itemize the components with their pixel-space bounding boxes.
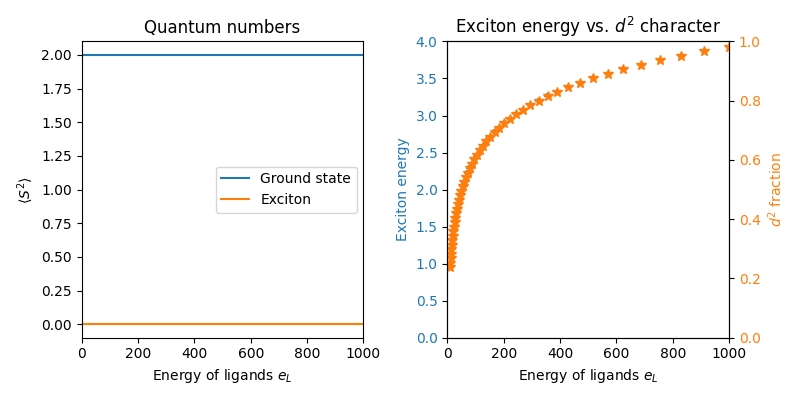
Y-axis label: Exciton energy: Exciton energy (396, 138, 410, 242)
Title: Quantum numbers: Quantum numbers (145, 19, 301, 37)
Exciton (152, 322, 162, 327)
Exciton (130, 322, 139, 327)
Exciton (77, 322, 86, 327)
Ground state (77, 52, 86, 57)
Ground state (345, 52, 354, 57)
Exciton (358, 322, 368, 327)
Y-axis label: $\langle S^2 \rangle$: $\langle S^2 \rangle$ (15, 176, 36, 204)
Exciton (94, 322, 103, 327)
Legend: Ground state, Exciton: Ground state, Exciton (216, 166, 357, 213)
X-axis label: Energy of ligands $e_L$: Energy of ligands $e_L$ (518, 367, 658, 385)
Exciton (334, 322, 344, 327)
Ground state (130, 52, 139, 57)
Ground state (334, 52, 344, 57)
X-axis label: Energy of ligands $e_L$: Energy of ligands $e_L$ (152, 367, 293, 385)
Ground state (88, 52, 98, 57)
Y-axis label: $d^2$ fraction: $d^2$ fraction (766, 152, 785, 227)
Ground state (358, 52, 368, 57)
Ground state (152, 52, 162, 57)
Title: Exciton energy vs. $d^2$ character: Exciton energy vs. $d^2$ character (455, 15, 721, 39)
Exciton (88, 322, 98, 327)
Exciton (345, 322, 354, 327)
Ground state (94, 52, 103, 57)
